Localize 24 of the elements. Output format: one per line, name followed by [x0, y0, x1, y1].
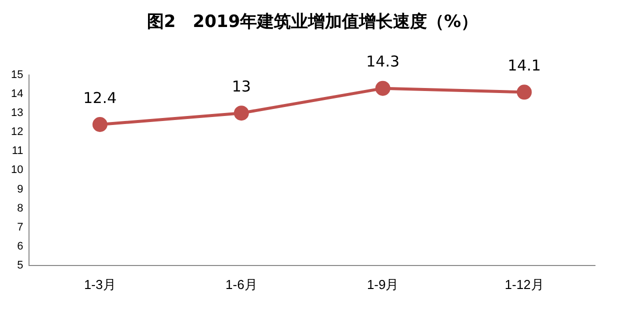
data-label: 14.3 [366, 52, 400, 71]
data-label: 13 [232, 77, 251, 96]
y-tick-label: 5 [17, 259, 24, 272]
y-tick-label: 12 [10, 126, 24, 138]
data-label: 12.4 [83, 88, 117, 107]
x-tick-label: 1-3月 [84, 276, 116, 292]
y-tick-label: 14 [10, 88, 24, 100]
point [375, 80, 390, 96]
y-tick-label: 10 [10, 164, 24, 176]
x-tick-label: 1-6月 [226, 276, 258, 292]
y-tick-label: 9 [17, 183, 24, 196]
y-tick-label: 8 [17, 202, 24, 214]
point [92, 117, 108, 132]
point [516, 84, 532, 100]
data-label: 14.1 [508, 56, 541, 75]
point [234, 106, 249, 121]
y-tick-label: 11 [12, 145, 24, 158]
y-tick-label: 7 [17, 221, 24, 234]
y-tick-label: 13 [10, 107, 24, 120]
x-tick-label: 1-12月 [504, 276, 544, 292]
y-tick-label: 6 [17, 240, 24, 252]
x-tick-label: 1-9月 [366, 276, 399, 292]
chart-title: 图2 2019年建筑业增加值增长速度（%） [146, 11, 480, 33]
y-tick-label: 15 [10, 69, 24, 82]
